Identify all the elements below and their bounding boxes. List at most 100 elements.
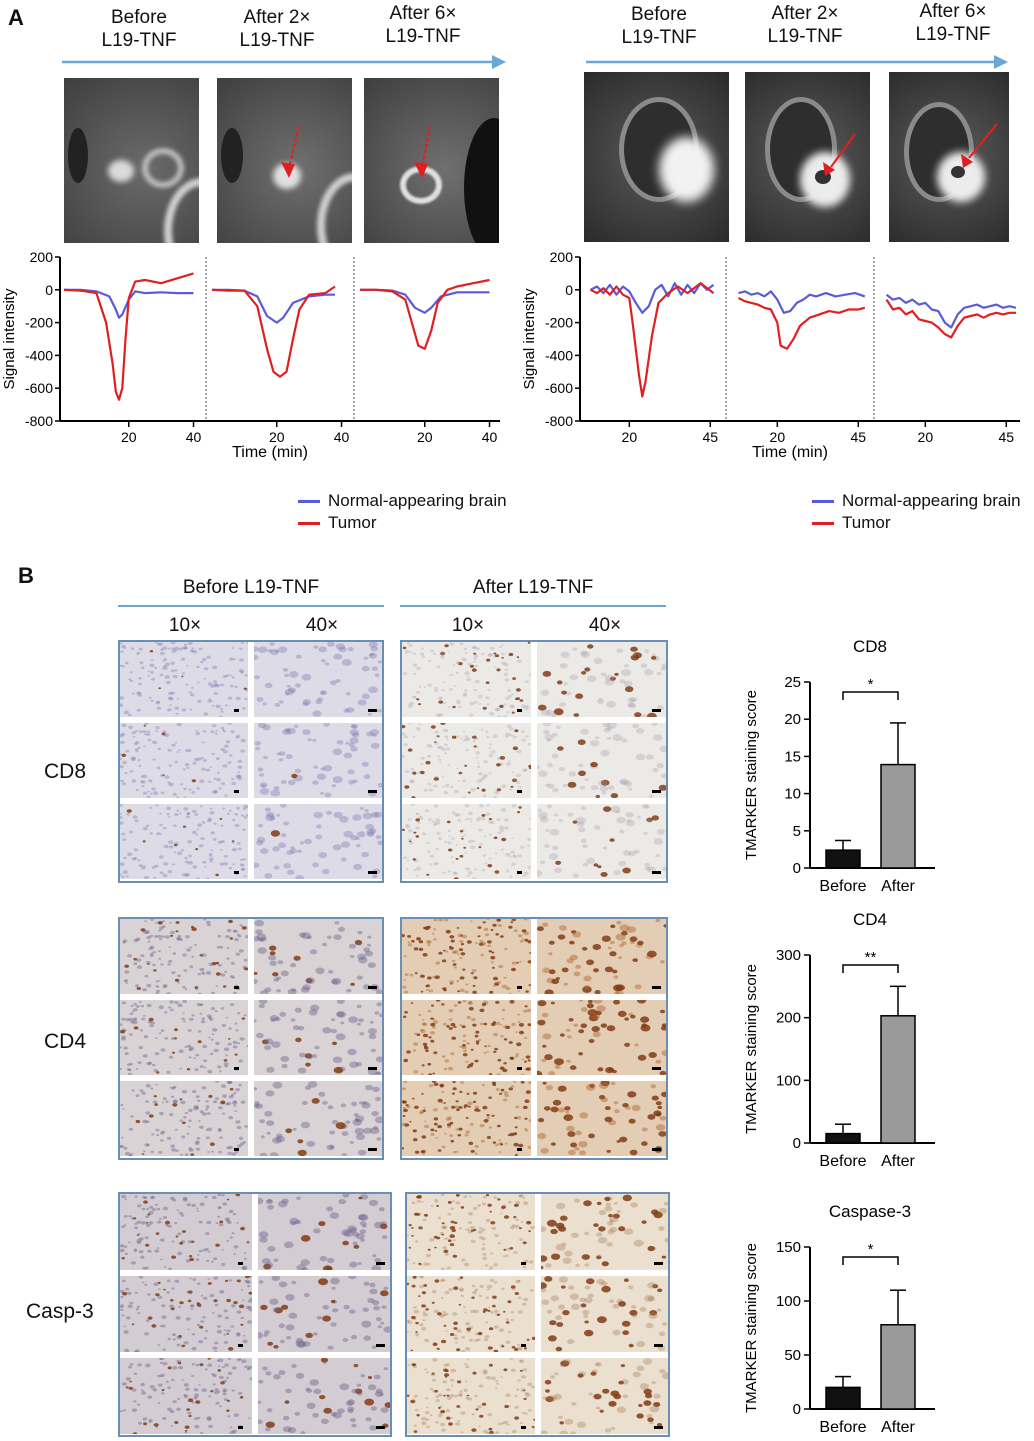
right-header-after6: After 6× L19-TNF — [915, 1, 991, 45]
histology-tile — [254, 723, 382, 798]
right-series-normal — [590, 282, 715, 314]
left-xtick-label: 40 — [482, 429, 498, 445]
bar-chart-caspase3: Caspase-3 0 50 100 150 TMARKER staining score… — [743, 1202, 935, 1436]
left-series-tumor — [211, 285, 336, 378]
bar-ytick-label: 0 — [793, 860, 801, 877]
left-series-normal — [360, 288, 490, 314]
right-ytick-label: 200 — [550, 249, 574, 265]
left-header-after2: After 2× L19-TNF — [239, 7, 315, 51]
bar-ytick-label: 5 — [793, 823, 801, 840]
left-xtick-label: 20 — [121, 429, 137, 445]
hist-cd4-after — [400, 917, 668, 1160]
bar-chart-cd4: CD4 0 100 200 300 TMARKER staining score Befor… — [743, 910, 935, 1170]
histology-tile — [120, 804, 248, 879]
left-signal-chart: 200 0 -200 -400 -600 -800 Signal intensity Time… — [1, 249, 500, 461]
bar-before — [825, 1386, 861, 1410]
significance-bracket — [842, 964, 899, 973]
bar-before — [825, 1132, 861, 1144]
right-xtick-label: 45 — [850, 429, 866, 445]
histology-tile — [254, 1000, 382, 1075]
right-series-normal — [885, 293, 1017, 329]
histology-tile — [120, 1000, 248, 1075]
significance-bracket — [842, 1256, 899, 1265]
bar-after — [880, 1324, 916, 1410]
legend-tumor-swatch-right — [812, 521, 834, 525]
hist-casp3-before — [118, 1192, 392, 1437]
panel-a-letter: A — [8, 5, 24, 30]
histology-tile — [402, 1000, 531, 1075]
histology-tile — [537, 1081, 666, 1156]
bar-ytick-label: 200 — [776, 1010, 801, 1027]
bar-ytick-label: 20 — [784, 711, 801, 728]
histology-tile — [537, 919, 666, 994]
significance-marker: ** — [865, 949, 877, 966]
right-ytick-label: -200 — [545, 315, 573, 331]
right-xlabel: Time (min) — [752, 444, 828, 461]
left-series-tumor — [63, 272, 194, 401]
bar-ytick-label: 0 — [793, 1135, 801, 1152]
mri-arrow-right-after2 — [823, 133, 856, 176]
bar-category-label: Before — [819, 878, 866, 895]
bar-ytick-label: 100 — [776, 1072, 801, 1089]
legend-tumor: Tumor — [298, 512, 507, 534]
bar-ylabel: TMARKER staining score — [743, 1243, 760, 1413]
right-legend: Normal-appearing brain Tumor — [812, 490, 1034, 534]
bar-title: CD8 — [853, 637, 887, 656]
bar-title: CD4 — [853, 910, 887, 929]
histology-tile — [254, 919, 382, 994]
mri-arrow-right-after6 — [961, 123, 998, 168]
left-timeline-arrow — [62, 55, 506, 69]
histology-tile — [254, 642, 382, 717]
panel-b-letter: B — [18, 563, 34, 588]
right-xtick-label: 45 — [702, 429, 718, 445]
left-ytick-label: 200 — [30, 249, 54, 265]
bar-category-label: After — [881, 1419, 915, 1436]
row-label-casp3: Casp-3 — [26, 1300, 94, 1323]
histology-tile — [537, 804, 666, 879]
right-header-after2: After 2× L19-TNF — [767, 3, 843, 47]
mri-left-after2 — [217, 78, 352, 243]
left-ytick-label: -600 — [25, 380, 53, 396]
mri-arrow-left-after2 — [281, 125, 300, 178]
legend-normal: Normal-appearing brain — [298, 490, 507, 512]
left-ytick-label: 0 — [45, 282, 53, 298]
bar-ytick-label: 15 — [784, 748, 801, 765]
bar-ytick-label: 300 — [776, 947, 801, 964]
histology-tile — [407, 1276, 535, 1352]
histology-tile — [402, 919, 531, 994]
histology-tile — [258, 1276, 390, 1352]
right-ylabel: Signal intensity — [521, 288, 538, 389]
bar-ytick-label: 10 — [784, 786, 801, 803]
left-legend: Normal-appearing brain Tumor — [298, 490, 507, 534]
mri-right-after6 — [889, 72, 1009, 242]
histology-tile — [537, 723, 666, 798]
bar-after — [880, 763, 916, 869]
right-signal-chart: 200 0 -200 -400 -600 -800 Signal intensity Time… — [521, 249, 1020, 461]
right-xtick-label: 20 — [770, 429, 786, 445]
bar-ytick-label: 0 — [793, 1401, 801, 1418]
right-timeline-arrow — [586, 55, 1008, 69]
right-xtick-label: 20 — [622, 429, 638, 445]
right-ytick-label: -600 — [545, 380, 573, 396]
left-xtick-label: 40 — [334, 429, 350, 445]
right-header-before: Before L19-TNF — [621, 4, 697, 48]
histology-tile — [254, 1081, 382, 1156]
histology-tile — [258, 1194, 390, 1270]
bar-category-label: Before — [819, 1153, 866, 1170]
histology-tile — [541, 1276, 668, 1352]
bar-after — [880, 1015, 916, 1144]
mri-right-before — [584, 72, 729, 242]
right-series-normal — [738, 290, 866, 314]
before-header: Before L19-TNF — [182, 577, 320, 598]
bar-category-label: After — [881, 1153, 915, 1170]
hist-cd8-after — [400, 640, 668, 883]
histology-tile — [120, 1081, 248, 1156]
mri-left-after6 — [364, 78, 499, 243]
mri-arrow-left-after6 — [414, 125, 431, 178]
legend-normal-right: Normal-appearing brain — [812, 490, 1034, 512]
histology-tile — [120, 919, 248, 994]
bar-category-label: Before — [819, 1419, 866, 1436]
right-ytick-label: 0 — [565, 282, 573, 298]
mag-after-40x: 40× — [588, 615, 622, 636]
left-ylabel: Signal intensity — [1, 288, 18, 389]
